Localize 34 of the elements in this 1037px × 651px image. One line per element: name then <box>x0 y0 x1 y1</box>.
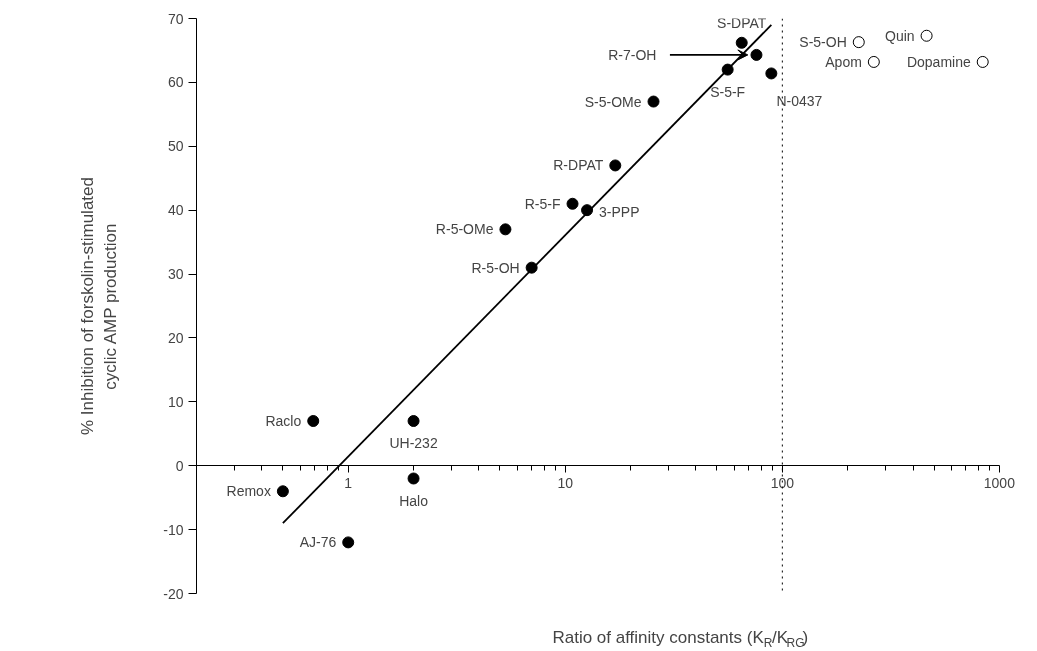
y-tick-label: 60 <box>167 74 184 91</box>
annotation: S-5-OH <box>799 34 847 51</box>
annotation: Apom <box>825 53 862 70</box>
y-tick-label: -10 <box>163 521 184 538</box>
annotation: S-DPAT <box>717 14 767 31</box>
annotation: R-5-OMe <box>435 221 494 238</box>
annotation: N-0437 <box>776 93 823 110</box>
x-tick-label: 1000 <box>983 474 1016 491</box>
annotation: S-5-F <box>710 83 746 100</box>
annotation: 3-PPP <box>599 204 640 221</box>
y-tick-label: 10 <box>167 393 184 410</box>
annotation: R-DPAT <box>553 157 604 174</box>
annotation: Dopamine <box>906 53 971 70</box>
y-tick-label: 40 <box>167 202 184 219</box>
annotation: Remox <box>226 483 271 500</box>
y-axis-title: % Inhibition of forskolin-stimulated cyclic AMP production <box>78 177 121 435</box>
annotation: UH-232 <box>389 435 438 451</box>
y-tick-label: -20 <box>163 585 184 602</box>
y-tick-label: 50 <box>167 138 184 155</box>
annotation: S-5-OMe <box>584 93 642 110</box>
annotation: R-5-F <box>524 195 561 212</box>
annotation: Quin <box>885 27 915 44</box>
annotation: Raclo <box>265 413 302 429</box>
annotation: R-7-OH <box>608 46 657 63</box>
annotation: Halo <box>399 492 429 509</box>
annotation: AJ-76 <box>299 534 337 551</box>
annotation: R-5-OH <box>471 259 520 276</box>
y-tick-label: 20 <box>167 329 184 346</box>
y-tick-label: 70 <box>167 10 184 27</box>
x-tick-label: 10 <box>557 474 574 491</box>
x-tick-label: 100 <box>770 474 795 491</box>
y-tick-label: 30 <box>167 266 184 283</box>
y-tick-label: 0 <box>175 457 184 474</box>
x-tick-label: 1 <box>344 474 353 491</box>
